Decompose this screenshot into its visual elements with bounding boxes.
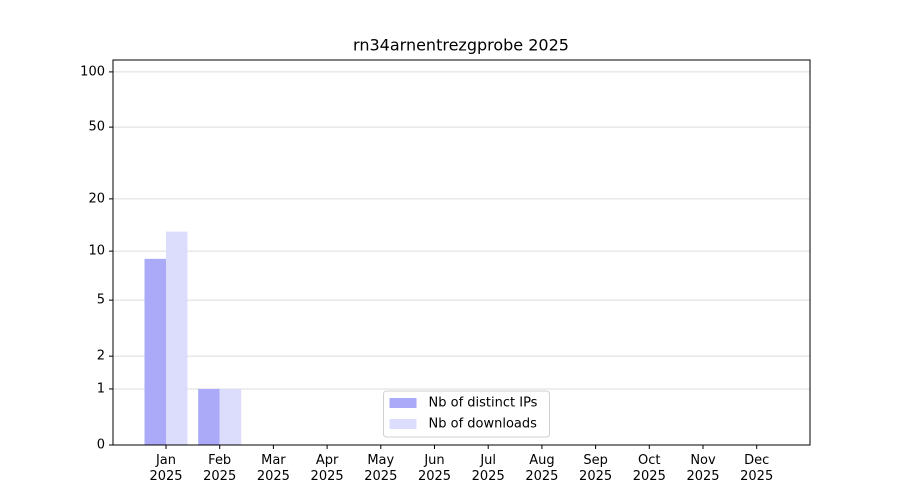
y-tick-label: 1 [97, 381, 105, 396]
y-tick-label: 20 [88, 191, 105, 206]
legend-label: Nb of downloads [429, 417, 538, 432]
legend-label: Nb of distinct IPs [429, 396, 538, 411]
bar [198, 388, 220, 445]
chart-title: rn34arnentrezgprobe 2025 [353, 36, 569, 55]
bar [219, 388, 242, 445]
x-tick-label: May 2025 [364, 453, 398, 484]
x-tick-label: Aug 2025 [525, 453, 559, 484]
bar [166, 231, 188, 445]
y-tick-label: 2 [97, 349, 105, 364]
x-tick-label: Jan 2025 [149, 453, 183, 484]
y-tick-label: 5 [97, 293, 105, 308]
bar [144, 258, 166, 445]
y-tick-label: 100 [80, 64, 105, 79]
legend: Nb of distinct IPs Nb of downloads [383, 390, 550, 438]
plot-frame [112, 59, 811, 446]
x-tick-label: Mar 2025 [256, 453, 290, 484]
x-tick-label: Jun 2025 [417, 453, 452, 484]
x-tick-label: Jul 2025 [471, 453, 505, 484]
x-tick-label: Feb 2025 [203, 453, 237, 484]
x-tick-label: Dec 2025 [740, 453, 774, 484]
x-tick-label: Oct 2025 [632, 453, 666, 484]
x-tick-label: Apr 2025 [310, 453, 344, 484]
y-tick-label: 0 [97, 438, 105, 453]
y-tick-label: 50 [88, 120, 105, 135]
x-tick-label: Sep 2025 [579, 453, 613, 484]
legend-swatch [389, 419, 417, 429]
y-tick-label: 10 [88, 244, 105, 259]
legend-swatch [389, 398, 417, 408]
x-tick-label: Nov 2025 [686, 453, 720, 484]
legend-box [383, 390, 550, 438]
